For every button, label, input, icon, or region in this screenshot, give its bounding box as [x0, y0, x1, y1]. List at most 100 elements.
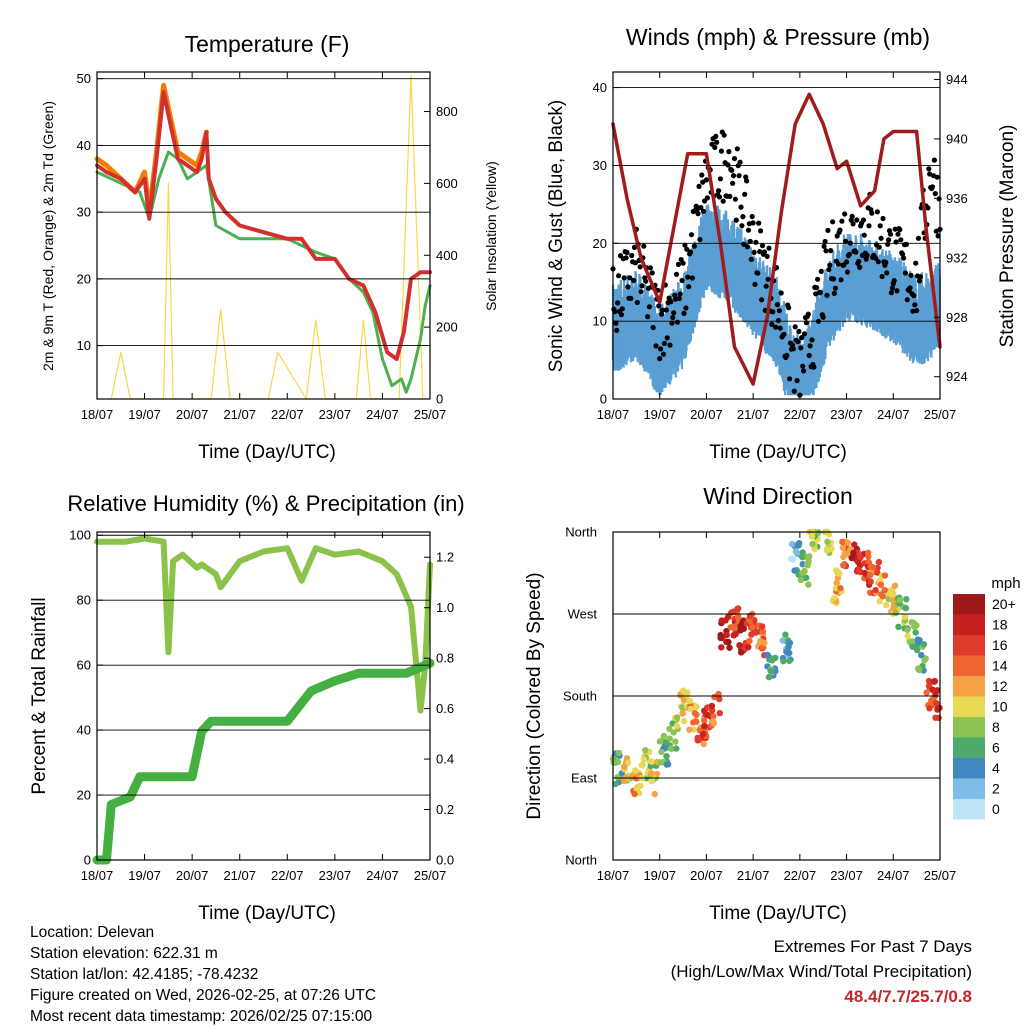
direction-x-tick-label: 18/07 — [597, 868, 630, 883]
direction-point — [874, 569, 881, 576]
direction-point — [914, 646, 921, 654]
gust-point — [898, 237, 904, 243]
gust-point — [874, 209, 881, 215]
gust-point — [737, 159, 743, 165]
gust-point — [752, 281, 758, 287]
winds-ylabel-left: Sonic Wind & Gust (Blue, Black) — [546, 100, 567, 372]
gust-point — [750, 220, 756, 226]
gust-point — [914, 307, 920, 314]
gust-point — [624, 249, 630, 256]
extremes-values: 48.4/7.7/25.7/0.8 — [844, 987, 972, 1006]
gust-point — [838, 277, 844, 283]
direction-point — [896, 596, 904, 604]
gust-point — [688, 232, 695, 238]
gust-point — [801, 331, 808, 337]
direction-point — [761, 639, 768, 646]
direction-point — [735, 605, 742, 612]
temperature-x-tick-label: 24/07 — [366, 407, 399, 422]
gust-point — [879, 273, 885, 280]
gust-point — [612, 309, 618, 315]
direction-xlabel: Time (Day/UTC) — [709, 903, 847, 924]
direction-point — [799, 569, 806, 577]
direction-point — [904, 626, 911, 634]
gust-point — [799, 335, 805, 341]
gust-point — [815, 276, 821, 282]
gust-point — [713, 133, 719, 139]
humidity-x-tick-label: 21/07 — [223, 868, 256, 883]
rh-y2-tick-label: 0.4 — [436, 752, 454, 767]
gust-point — [839, 218, 845, 224]
direction-point — [631, 790, 638, 798]
gust-point — [775, 317, 782, 324]
gust-point — [704, 195, 711, 201]
direction-point — [866, 572, 874, 579]
wind-y2-tick-label: 924 — [946, 369, 968, 384]
gust-point — [721, 132, 727, 138]
direction-point — [833, 579, 840, 587]
gust-point — [830, 276, 837, 282]
direction-point — [674, 714, 681, 721]
direction-point — [786, 639, 794, 647]
gust-point — [731, 156, 738, 162]
gust-point — [784, 352, 790, 358]
direction-point — [614, 774, 621, 781]
gust-point — [701, 208, 707, 214]
humidity-x-tick-label: 18/07 — [81, 868, 114, 883]
rh-y-axis-left: 0 20 40 60 80 100 — [69, 528, 430, 868]
direction-point — [879, 593, 886, 600]
direction-point — [840, 562, 847, 569]
winds-ylabel-right: Station Pressure (Maroon) — [997, 125, 1018, 348]
temperature-ylabel-left: 2m & 9m T (Red, Orange) & 2m Td (Green) — [40, 101, 56, 371]
gust-point — [886, 237, 892, 243]
gust-point — [685, 274, 691, 280]
gust-point — [686, 284, 692, 290]
direction-point — [783, 648, 790, 655]
temp-y2-tick-label: 400 — [436, 248, 458, 263]
temperature-x-tick-label: 23/07 — [319, 407, 352, 422]
gust-point — [925, 205, 931, 211]
direction-point — [694, 734, 701, 742]
gust-point — [641, 243, 647, 249]
created-text: Figure created on Wed, 2026-02-25, at 07… — [30, 987, 377, 1004]
gust-point — [658, 346, 664, 352]
gust-point — [664, 335, 670, 341]
direction-y-tick-label: North — [565, 525, 597, 540]
gust-point — [877, 223, 883, 229]
gust-point — [889, 285, 896, 291]
gust-point — [821, 243, 827, 249]
gust-point — [698, 205, 704, 211]
gust-point — [790, 346, 796, 352]
direction-point — [708, 702, 716, 710]
gust-point — [860, 217, 867, 223]
direction-point — [875, 558, 883, 566]
gust-point — [716, 188, 722, 194]
rh-y-tick-label: 80 — [77, 593, 91, 608]
direction-point — [782, 631, 789, 638]
direction-point — [718, 617, 725, 624]
gust-point — [726, 149, 732, 155]
direction-point — [704, 711, 711, 719]
direction-point — [839, 544, 847, 551]
gust-point — [869, 210, 875, 216]
direction-x-tick-label: 23/07 — [830, 868, 863, 883]
direction-point — [841, 550, 849, 557]
winds-x-tick-label: 25/07 — [924, 407, 957, 422]
direction-y-axis-left: North East South West North — [563, 525, 940, 868]
direction-point — [876, 598, 883, 605]
gust-point — [791, 388, 797, 394]
winds-title: Winds (mph) & Pressure (mb) — [626, 24, 930, 50]
direction-point — [737, 649, 745, 656]
temperature-x-axis: 18/07 19/07 20/07 21/07 22/07 23/07 24/07 25/07 — [81, 72, 446, 422]
gust-point — [679, 277, 685, 284]
direction-point — [779, 637, 786, 644]
gust-point — [730, 173, 737, 179]
direction-point — [736, 642, 743, 649]
gust-point — [764, 253, 770, 259]
gust-point — [653, 343, 659, 349]
direction-point — [759, 628, 767, 635]
temp-y2-tick-label: 800 — [436, 104, 458, 119]
direction-point — [726, 644, 733, 651]
direction-point — [700, 740, 707, 748]
gust-point — [625, 284, 631, 290]
gust-point — [911, 293, 917, 299]
